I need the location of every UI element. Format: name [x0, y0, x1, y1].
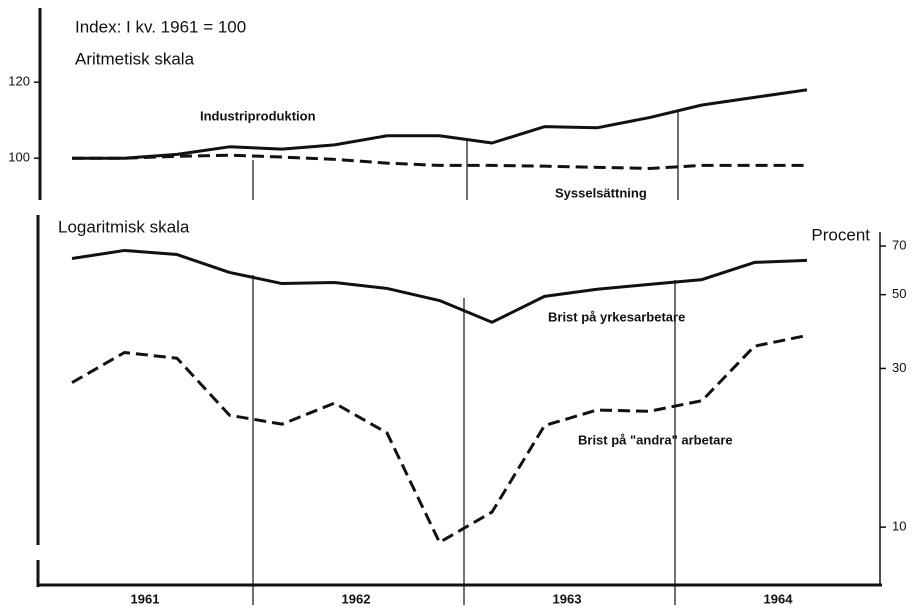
y-tick-label: 70 [892, 237, 906, 252]
chart-title: Index: I kv. 1961 = 100 [75, 17, 246, 36]
series-label: Industriproduktion [200, 108, 316, 123]
chart-title: Logaritmisk skala [58, 217, 190, 236]
y-axis-label: Procent [811, 225, 870, 244]
y-tick-label: 30 [892, 360, 906, 375]
y-tick-label: 50 [892, 286, 906, 301]
x-tick-label: 1964 [764, 591, 794, 606]
y-tick-label: 100 [8, 150, 30, 165]
series-label: Brist på "andra" arbetare [578, 432, 733, 447]
chart-subtitle: Aritmetisk skala [75, 49, 195, 68]
y-tick-label: 10 [892, 519, 906, 534]
y-tick-label: 120 [8, 74, 30, 89]
series-label: Sysselsättning [555, 185, 647, 200]
x-tick-label: 1962 [342, 591, 371, 606]
x-tick-label: 1961 [131, 591, 160, 606]
series-line [72, 153, 807, 170]
series-line [71, 248, 808, 324]
series-label: Brist på yrkesarbetare [548, 309, 685, 324]
series-line [72, 88, 808, 160]
x-tick-label: 1963 [553, 591, 582, 606]
